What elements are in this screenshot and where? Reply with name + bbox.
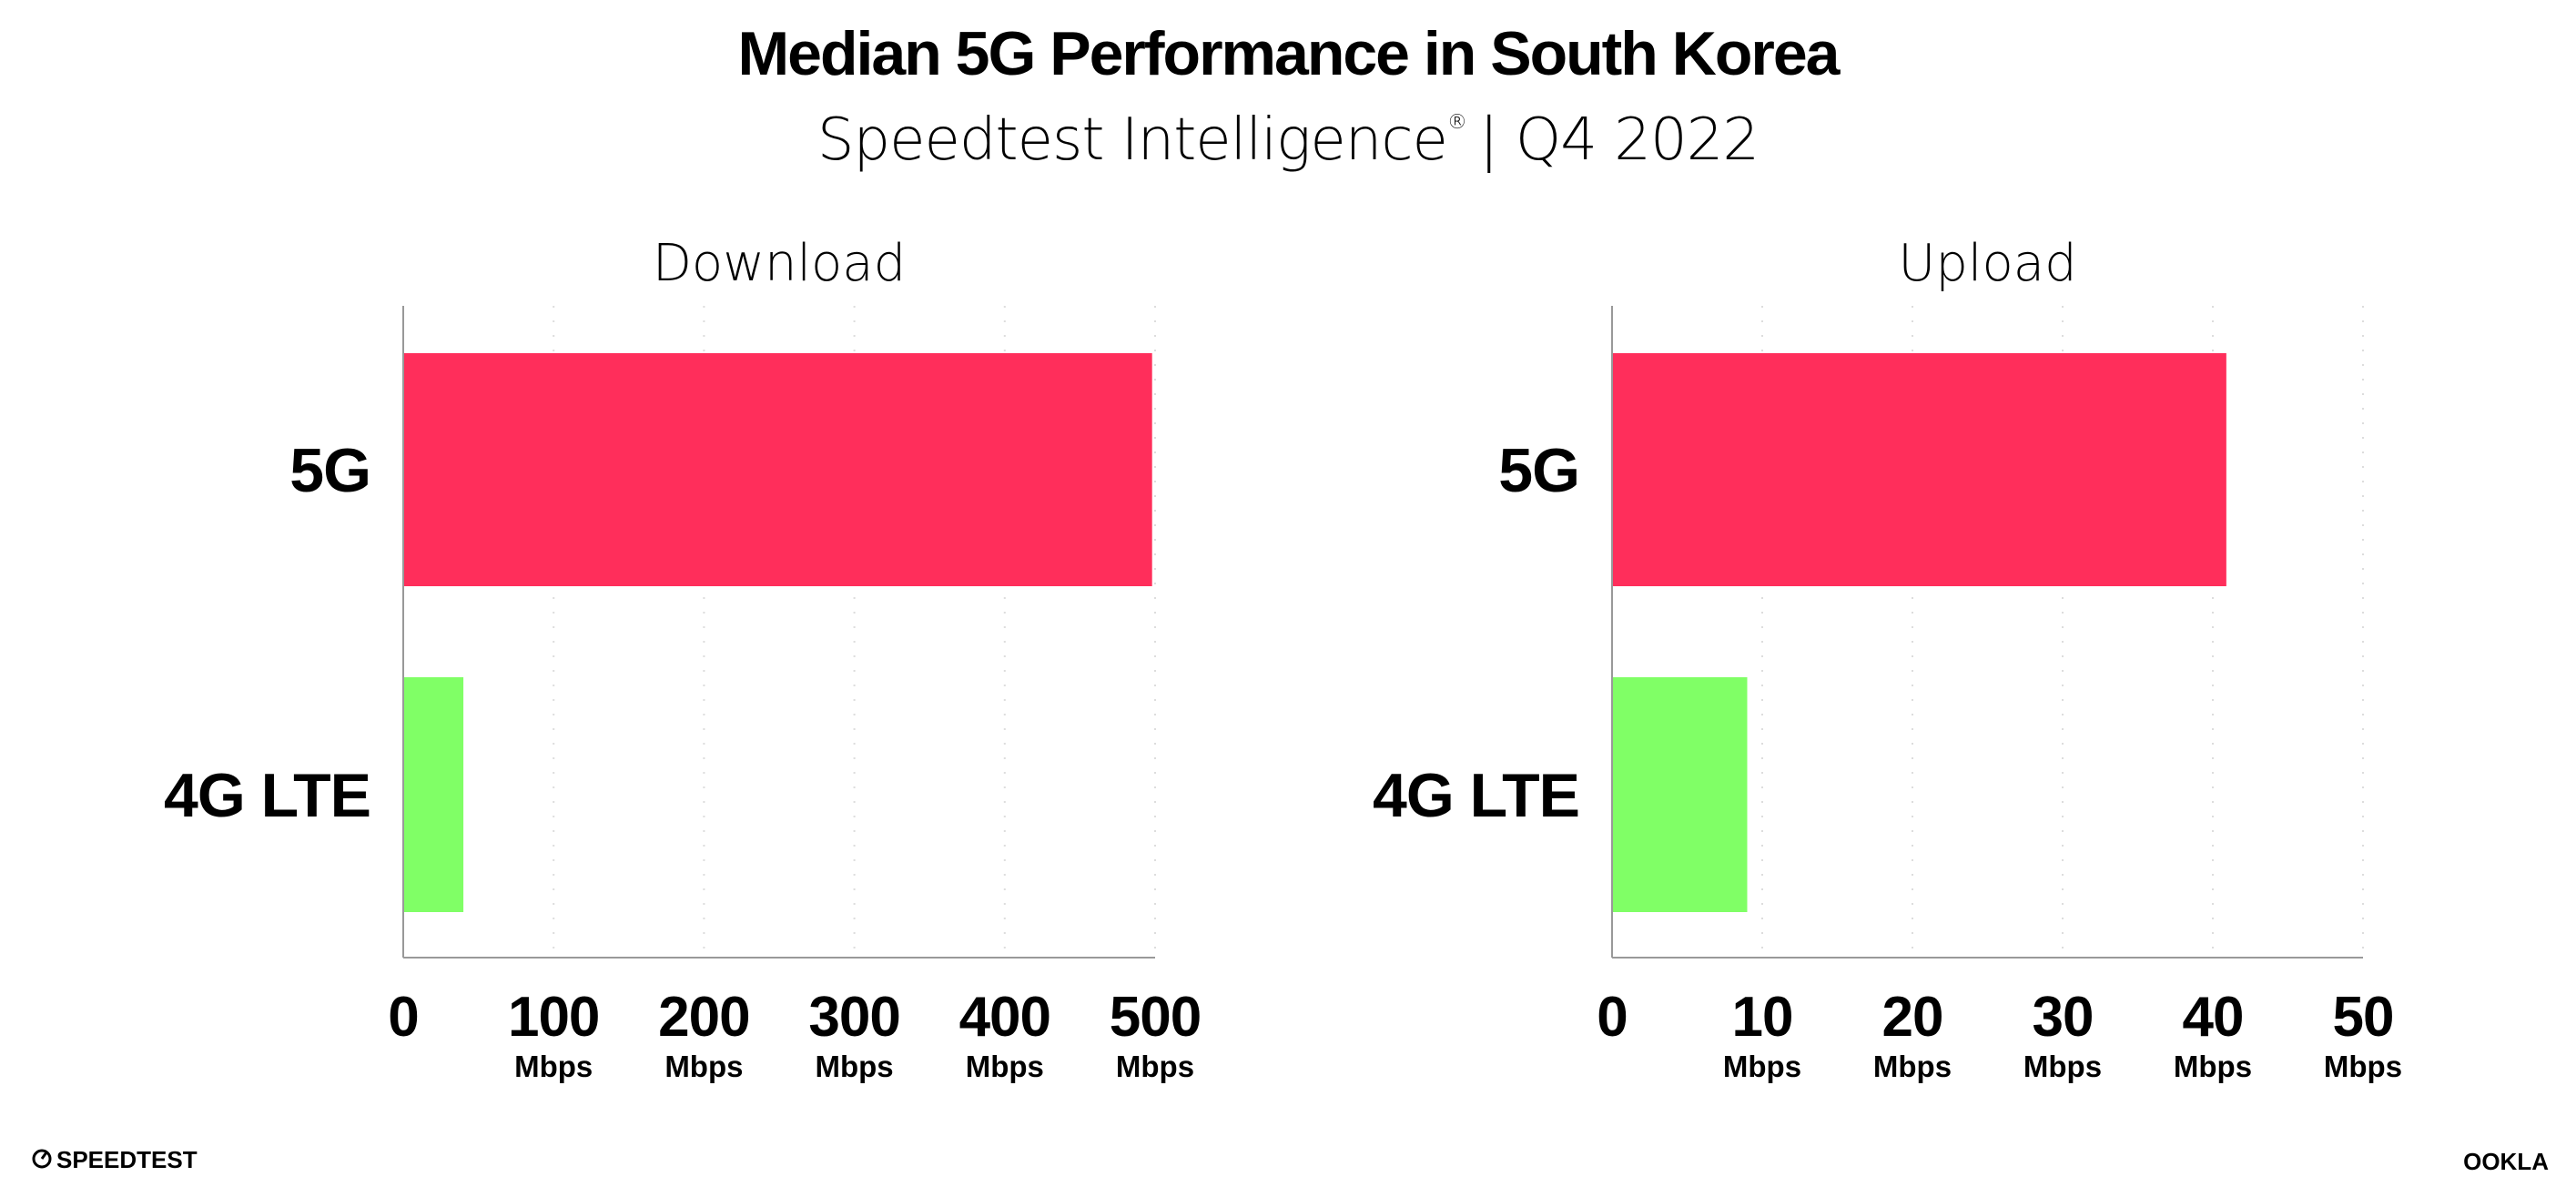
bar-4g-lte	[404, 677, 464, 912]
tick-unit: Mbps	[966, 1050, 1044, 1083]
bar-4g-lte	[1613, 677, 1748, 912]
tick-label: 500	[1110, 986, 1201, 1049]
category-label: 5G	[1498, 436, 1579, 505]
ookla-logo: OOKLA	[2463, 1148, 2549, 1175]
bar-5g	[404, 353, 1152, 586]
tick-unit: Mbps	[2174, 1050, 2252, 1083]
tick-unit: Mbps	[514, 1050, 593, 1083]
subtitle-period: | Q4 2022	[1479, 107, 1759, 174]
chart-subtitle: Speedtest Intelligence® | Q4 2022	[817, 107, 1759, 174]
tick-label: 0	[1597, 986, 1627, 1049]
tick-label: 0	[388, 986, 418, 1049]
tick-unit: Mbps	[1723, 1050, 1801, 1083]
tick-label: 30	[2033, 986, 2094, 1049]
speedtest-gauge-icon	[32, 1149, 52, 1169]
tick-label: 400	[959, 986, 1050, 1049]
tick-unit: Mbps	[1116, 1050, 1194, 1083]
tick-label: 40	[2183, 986, 2244, 1049]
tick-label: 20	[1882, 986, 1943, 1049]
speedtest-logo-text: SPEEDTEST	[56, 1146, 198, 1173]
tick-label: 100	[508, 986, 599, 1049]
category-label: 4G LTE	[1373, 761, 1579, 830]
tick-unit: Mbps	[2324, 1050, 2402, 1083]
tick-unit: Mbps	[664, 1050, 743, 1083]
tick-unit: Mbps	[816, 1050, 894, 1083]
tick-unit: Mbps	[1873, 1050, 1952, 1083]
tick-unit: Mbps	[2023, 1050, 2102, 1083]
panel-title: Upload	[1898, 234, 2076, 293]
speedtest-logo: SPEEDTEST	[32, 1146, 198, 1173]
tick-label: 300	[808, 986, 899, 1049]
tick-label: 50	[2333, 986, 2394, 1049]
category-label: 5G	[289, 436, 370, 505]
bar-5g	[1613, 353, 2226, 586]
tick-label: 200	[658, 986, 749, 1049]
category-label: 4G LTE	[164, 761, 370, 830]
chart-title: Median 5G Performance in South Korea	[738, 19, 1841, 88]
registered-mark: ®	[1447, 111, 1466, 134]
panel-title: Download	[653, 234, 906, 293]
tick-label: 10	[1732, 986, 1793, 1049]
subtitle-text: Speedtest Intelligence	[817, 107, 1447, 174]
